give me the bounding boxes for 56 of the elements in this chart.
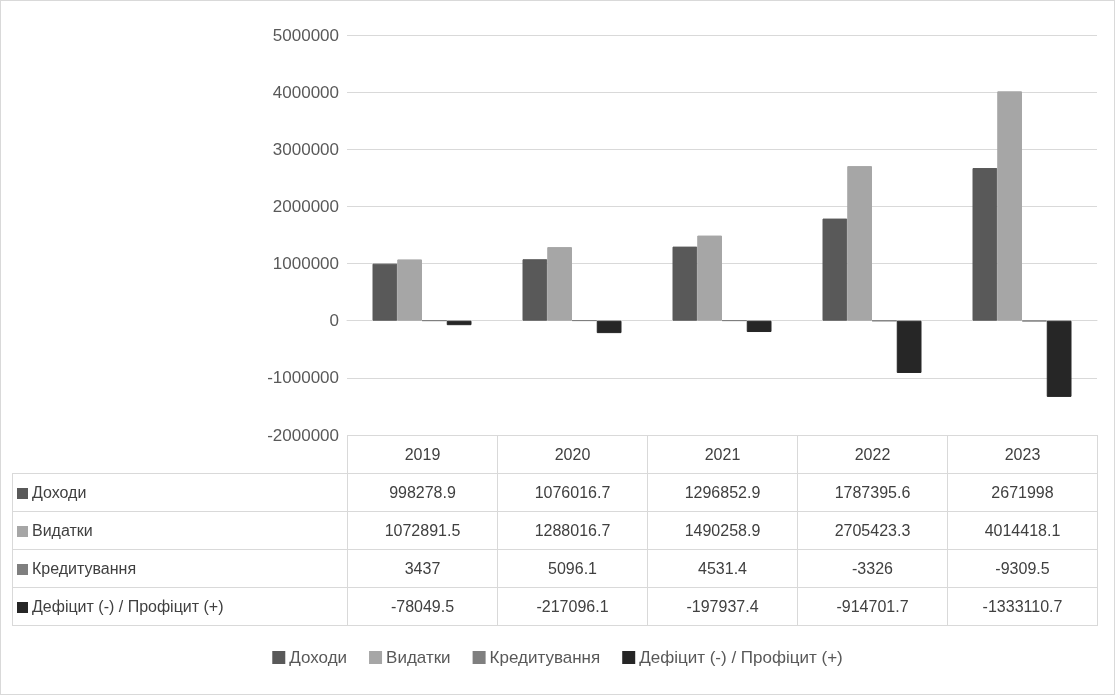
data-label: 998278.9	[347, 473, 498, 512]
bar	[372, 263, 398, 321]
data-label: 1787395.6	[797, 473, 948, 512]
bar	[822, 218, 848, 321]
bar	[596, 320, 622, 334]
text: Доходи	[32, 483, 87, 501]
y-tick-label: 4000000	[272, 82, 339, 102]
bar	[522, 259, 548, 321]
x-tick-label: 2020	[497, 435, 648, 474]
data-label: -9309.5	[947, 549, 1098, 588]
bar	[1046, 320, 1072, 397]
data-label: -914701.7	[797, 587, 948, 626]
data-label: -217096.1	[497, 587, 648, 626]
y-tick-label: 3000000	[272, 139, 339, 159]
y-tick-label: 5000000	[272, 25, 339, 45]
legend-label: Дефіцит (-) / Профіцит (+)	[639, 648, 843, 667]
y-tick-label: 0	[329, 311, 339, 331]
data-label: 2671998	[947, 473, 1098, 512]
bar	[896, 320, 922, 373]
text: Видатки	[32, 521, 93, 539]
data-label: 1072891.5	[347, 511, 498, 550]
data-label: 1288016.7	[497, 511, 648, 550]
bar	[672, 246, 698, 321]
bar	[697, 235, 722, 321]
y-tick-label: 1000000	[272, 254, 339, 274]
data-label: 5096.1	[497, 549, 648, 588]
data-label: 1076016.7	[497, 473, 648, 512]
data-label: 4014418.1	[947, 511, 1098, 550]
bar	[972, 168, 998, 321]
data-label: -78049.5	[347, 587, 498, 626]
y-tick-label: 2000000	[272, 196, 339, 216]
data-label: -1333110.7	[947, 587, 1098, 626]
data-label: 1296852.9	[647, 473, 798, 512]
bar	[547, 247, 572, 321]
bar	[997, 91, 1022, 321]
bar	[446, 320, 472, 326]
data-label: 1490258.9	[647, 511, 798, 550]
data-label: 2705423.3	[797, 511, 948, 550]
x-tick-label: 2021	[647, 435, 798, 474]
x-tick-label: 2022	[797, 435, 948, 474]
legend-label: Доходи	[289, 648, 348, 667]
x-tick-label: 2019	[347, 435, 498, 474]
legend-label: Видатки	[386, 648, 451, 667]
data-label: 3437	[347, 549, 498, 588]
bar	[847, 166, 872, 321]
data-label: -197937.4	[647, 587, 798, 626]
text: Кредитування	[32, 559, 137, 577]
bar	[746, 320, 772, 333]
legend-label: Кредитування	[489, 648, 601, 667]
text: Дефіцит (-) / Профіцит (+)	[32, 597, 224, 615]
data-label: -3326	[797, 549, 948, 588]
y-tick-label: -2000000	[267, 425, 339, 445]
x-tick-label: 2023	[947, 435, 1098, 474]
data-label: 4531.4	[647, 549, 798, 588]
y-tick-label: -1000000	[267, 368, 339, 388]
bar	[397, 259, 422, 321]
